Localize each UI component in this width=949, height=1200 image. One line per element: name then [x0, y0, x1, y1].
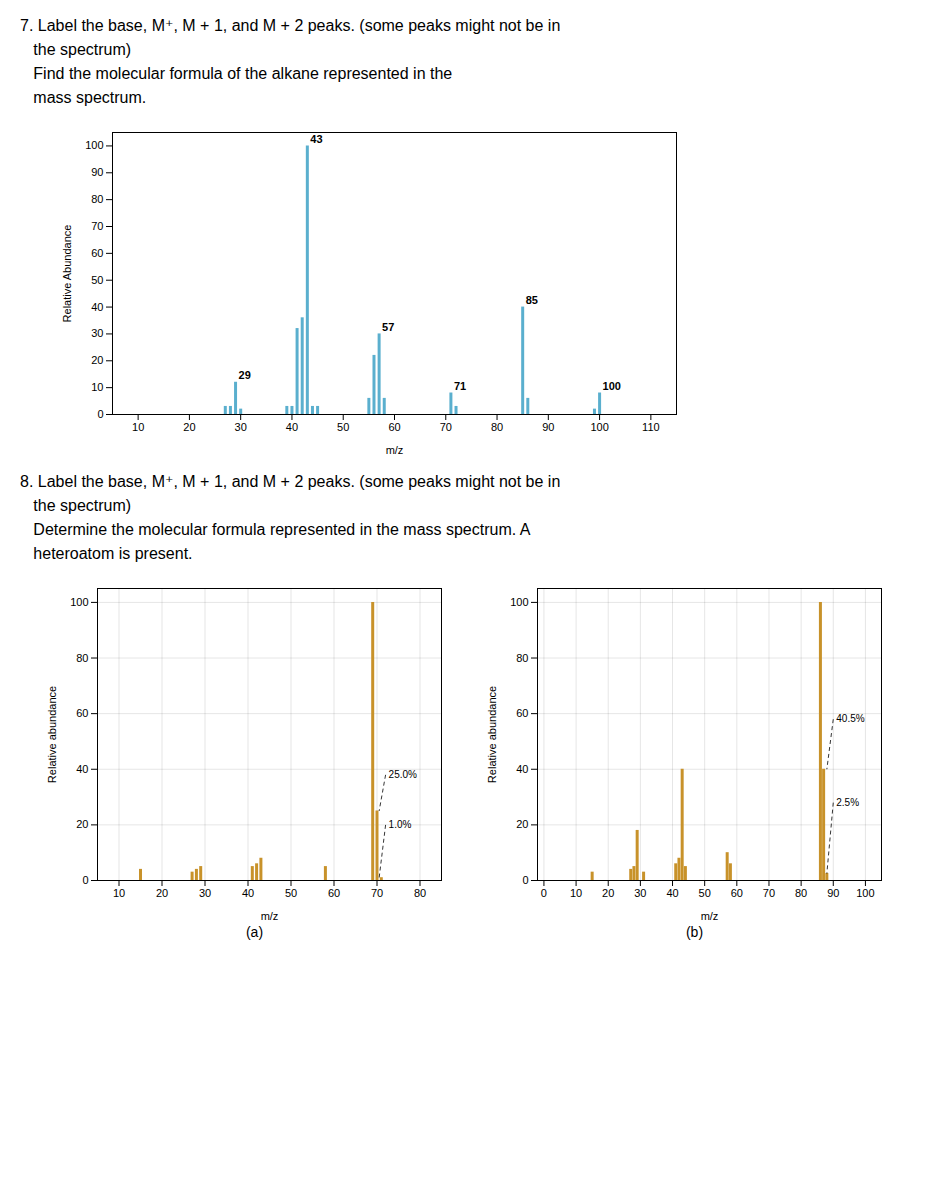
svg-text:30: 30 [91, 327, 103, 339]
svg-text:20: 20 [76, 818, 88, 830]
svg-text:90: 90 [542, 421, 554, 433]
svg-text:100: 100 [590, 421, 608, 433]
svg-text:80: 80 [76, 652, 88, 664]
svg-text:20: 20 [516, 818, 528, 830]
svg-text:60: 60 [516, 707, 528, 719]
svg-text:110: 110 [642, 421, 660, 433]
svg-text:100: 100 [603, 380, 621, 392]
svg-text:20: 20 [91, 354, 103, 366]
svg-text:70: 70 [762, 887, 774, 899]
svg-text:20: 20 [602, 887, 614, 899]
svg-text:0: 0 [82, 874, 88, 886]
html-text:7. Label the base, M⁺, M + 1,: 7. Label the base, M⁺, M + 1, and M + 2 … [20, 17, 561, 106]
svg-text:60: 60 [388, 421, 400, 433]
svg-text:30: 30 [634, 887, 646, 899]
svg-text:90: 90 [91, 166, 103, 178]
svg-text:1.0%: 1.0% [388, 819, 411, 830]
svg-text:40: 40 [76, 763, 88, 775]
svg-text:80: 80 [91, 193, 103, 205]
svg-text:100: 100 [856, 887, 874, 899]
svg-text:60: 60 [91, 247, 103, 259]
svg-text:10: 10 [91, 381, 103, 393]
svg-text:100: 100 [85, 139, 103, 151]
svg-text:50: 50 [284, 887, 296, 899]
svg-text:40: 40 [91, 301, 103, 313]
svg-text:70: 70 [440, 421, 452, 433]
svg-text:10: 10 [112, 887, 124, 899]
svg-text:25.0%: 25.0% [388, 769, 416, 780]
svg-text:60: 60 [730, 887, 742, 899]
svg-text:80: 80 [491, 421, 503, 433]
svg-text:40: 40 [516, 763, 528, 775]
svg-text:80: 80 [516, 652, 528, 664]
svg-text:40: 40 [286, 421, 298, 433]
svg-text:30: 30 [198, 887, 210, 899]
svg-text:90: 90 [827, 887, 839, 899]
svg-text:70: 70 [91, 220, 103, 232]
svg-text:70: 70 [370, 887, 382, 899]
svg-text:Relative Abundance: Relative Abundance [61, 225, 73, 323]
svg-text:50: 50 [91, 274, 103, 286]
svg-text:29: 29 [239, 369, 251, 381]
svg-text:100: 100 [70, 596, 88, 608]
html-text:(a): (a) [245, 924, 264, 940]
svg-text:20: 20 [155, 887, 167, 899]
svg-text:20: 20 [183, 421, 195, 433]
html-text:(b): (b) [685, 924, 704, 940]
svg-text:0: 0 [540, 887, 546, 899]
svg-text:50: 50 [337, 421, 349, 433]
svg-text:Relative abundance: Relative abundance [46, 686, 58, 783]
svg-text:m/z: m/z [700, 910, 718, 922]
svg-text:m/z: m/z [260, 910, 278, 922]
svg-text:0: 0 [97, 408, 103, 420]
svg-text:60: 60 [327, 887, 339, 899]
svg-text:10: 10 [569, 887, 581, 899]
svg-text:30: 30 [235, 421, 247, 433]
svg-text:m/z: m/z [386, 444, 404, 456]
svg-text:60: 60 [76, 707, 88, 719]
svg-text:80: 80 [413, 887, 425, 899]
svg-text:40: 40 [666, 887, 678, 899]
svg-text:40.5%: 40.5% [836, 713, 864, 724]
html-text:8. Label the base, M⁺, M + 1,: 8. Label the base, M⁺, M + 1, and M + 2 … [20, 473, 561, 562]
svg-text:100: 100 [510, 596, 528, 608]
svg-text:0: 0 [522, 874, 528, 886]
svg-text:85: 85 [526, 294, 538, 306]
svg-text:40: 40 [241, 887, 253, 899]
svg-text:Relative abundance: Relative abundance [486, 686, 498, 783]
svg-text:57: 57 [382, 321, 394, 333]
svg-text:43: 43 [310, 133, 322, 145]
svg-text:80: 80 [795, 887, 807, 899]
svg-text:71: 71 [454, 380, 466, 392]
svg-text:10: 10 [132, 421, 144, 433]
svg-text:2.5%: 2.5% [836, 797, 859, 808]
svg-text:50: 50 [698, 887, 710, 899]
